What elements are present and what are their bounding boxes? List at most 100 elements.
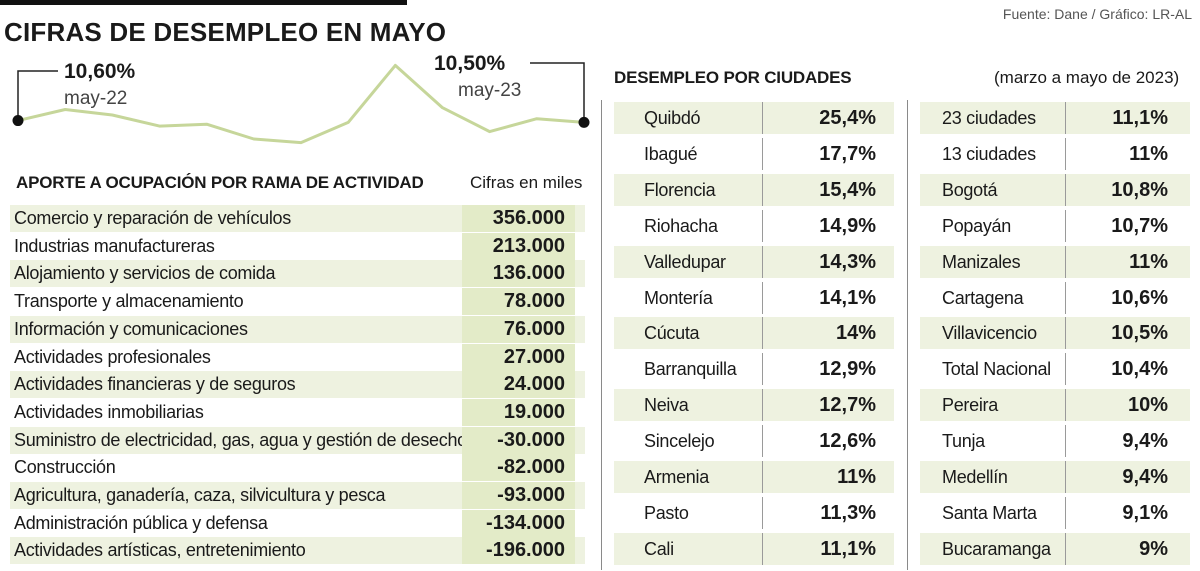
city-name: Total Nacional	[942, 359, 1051, 380]
city-cell-separator	[1065, 425, 1066, 458]
city-value: 10,7%	[1111, 214, 1168, 237]
city-cell-separator	[762, 137, 763, 170]
list-item: Cartagena 10,6%	[920, 281, 1190, 314]
city-cell-separator	[762, 353, 763, 386]
city-name: Pasto	[644, 502, 689, 523]
list-item: 13 ciudades 11%	[920, 137, 1190, 170]
list-item: Tunja 9,4%	[920, 425, 1190, 458]
city-cell-separator	[762, 389, 763, 422]
list-item: Sincelejo 12,6%	[614, 425, 894, 458]
city-value: 11%	[1129, 142, 1168, 165]
city-name: Tunja	[942, 431, 985, 452]
activity-label: Industrias manufactureras	[14, 235, 215, 256]
city-cell-separator	[1065, 209, 1066, 242]
table-row: Comercio y reparación de vehículos 356.00…	[10, 205, 585, 232]
table-row: Industrias manufactureras 213.000	[10, 232, 585, 260]
cities-section-title: DESEMPLEO POR CIUDADES	[614, 68, 852, 87]
trend-point	[578, 116, 590, 128]
city-cell-separator	[1065, 137, 1066, 170]
city-cell-separator	[762, 173, 763, 206]
city-name: Medellín	[942, 467, 1008, 487]
city-cell-separator	[1065, 496, 1066, 529]
trend-point	[12, 115, 24, 127]
city-value: 9,4%	[1122, 430, 1168, 453]
list-item: 23 ciudades 11,1%	[920, 102, 1190, 134]
city-cell-separator	[762, 496, 763, 529]
city-cell-separator	[1065, 461, 1066, 493]
city-cell-separator	[762, 209, 763, 242]
table-row: Actividades financieras y de seguros 24.0…	[10, 371, 585, 399]
list-item: Bucaramanga 9%	[920, 532, 1190, 565]
city-name: Santa Marta	[942, 502, 1037, 523]
table-row: Suministro de electricidad, gas, agua y …	[10, 426, 585, 454]
list-item: Valledupar 14,3%	[614, 245, 894, 278]
activity-label: Transporte y almacenamiento	[14, 291, 244, 312]
city-name: Manizales	[942, 251, 1021, 272]
list-item: Armenia 11%	[614, 461, 894, 493]
list-item: Barranquilla 12,9%	[614, 353, 894, 386]
city-name: Bogotá	[942, 179, 998, 200]
list-item: Florencia 15,4%	[614, 173, 894, 206]
city-value: 25,4%	[819, 107, 876, 129]
list-item: Medellín 9,4%	[920, 461, 1190, 493]
list-item: Total Nacional 10,4%	[920, 353, 1190, 386]
city-name: Barranquilla	[644, 359, 737, 380]
city-name: Popayán	[942, 215, 1011, 236]
city-name: 23 ciudades	[942, 108, 1036, 128]
start-annotation-leader	[17, 70, 58, 121]
page-title: CIFRAS DE DESEMPLEO EN MAYO	[4, 17, 447, 47]
list-item: Montería 14,1%	[614, 281, 894, 314]
trend-line-chart	[12, 62, 590, 145]
end-annotation-leader	[530, 62, 585, 123]
activity-value: -196.000	[462, 537, 575, 565]
table-row: Actividades artísticas, entretenimiento -…	[10, 537, 585, 565]
city-name: Ibagué	[644, 143, 698, 164]
city-name: 13 ciudades	[942, 143, 1036, 164]
city-value: 10,4%	[1111, 358, 1168, 381]
city-value: 10,5%	[1111, 322, 1168, 345]
activity-value: 136.000	[462, 260, 575, 288]
city-cell-separator	[762, 245, 763, 278]
list-item: Villavicencio 10,5%	[920, 317, 1190, 350]
table-row: Agricultura, ganadería, caza, silvicultu…	[10, 482, 585, 509]
city-name: Pereira	[942, 395, 998, 416]
list-item: Ibagué 17,7%	[614, 137, 894, 170]
city-value: 14,3%	[819, 250, 876, 273]
activity-value: 78.000	[462, 288, 575, 316]
city-value: 9,1%	[1122, 501, 1168, 524]
city-name: Montería	[644, 287, 713, 308]
activity-label: Administración pública y defensa	[14, 512, 268, 533]
city-cell-separator	[762, 461, 763, 493]
activity-value: 24.000	[462, 371, 575, 399]
city-value: 17,7%	[819, 142, 876, 165]
list-item: Quibdó 25,4%	[614, 102, 894, 134]
activity-label: Actividades profesionales	[14, 346, 211, 367]
city-name: Cartagena	[942, 287, 1024, 308]
activity-label: Actividades inmobiliarias	[14, 401, 204, 422]
city-value: 11%	[837, 466, 876, 488]
activity-label: Información y comunicaciones	[14, 318, 248, 339]
activity-label: Alojamiento y servicios de comida	[14, 263, 276, 284]
table-row: Administración pública y defensa -134.000	[10, 509, 585, 537]
city-value: 15,4%	[819, 178, 876, 201]
city-name: Armenia	[644, 467, 709, 487]
city-value: 12,6%	[819, 430, 876, 453]
city-cell-separator	[1065, 532, 1066, 565]
city-name: Villavicencio	[942, 323, 1037, 344]
city-cell-separator	[1065, 281, 1066, 314]
city-cell-separator	[1065, 389, 1066, 422]
table-row: Actividades inmobiliarias 19.000	[10, 398, 585, 426]
city-value: 11%	[1129, 250, 1168, 273]
city-cell-separator	[762, 532, 763, 565]
activity-label: Actividades artísticas, entretenimiento	[14, 540, 306, 561]
activity-section-title: APORTE A OCUPACIÓN POR RAMA DE ACTIVIDAD	[16, 173, 424, 192]
activity-value: 356.000	[462, 205, 575, 232]
list-item: Cali 11,1%	[614, 532, 894, 565]
list-item: Pasto 11,3%	[614, 496, 894, 529]
activity-label: Construcción	[14, 457, 116, 478]
city-value: 10,8%	[1111, 178, 1168, 201]
city-cell-separator	[762, 281, 763, 314]
activity-label: Comercio y reparación de vehículos	[14, 208, 291, 228]
table-row: Información y comunicaciones 76.000	[10, 315, 585, 343]
activity-unit-note: Cifras en miles	[470, 173, 583, 192]
